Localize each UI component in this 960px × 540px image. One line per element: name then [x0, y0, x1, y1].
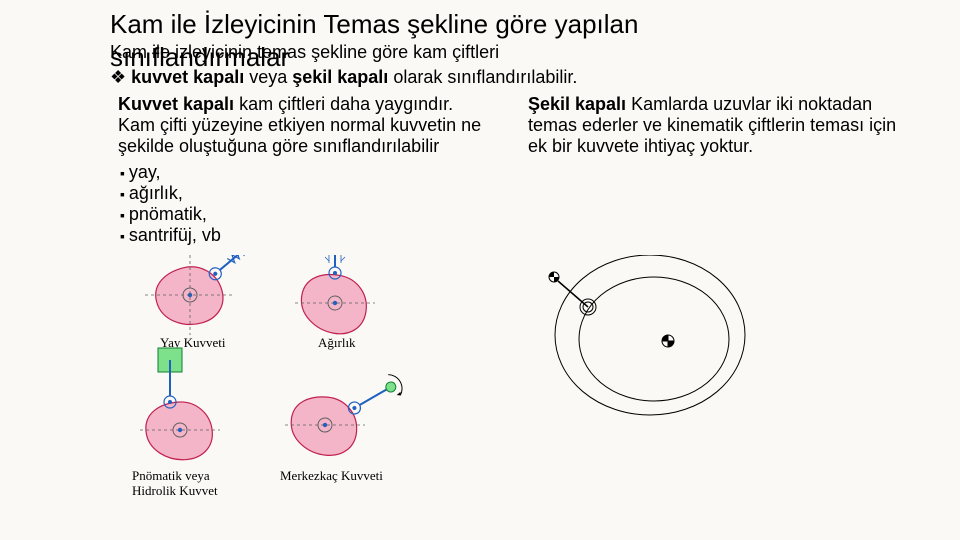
- right-p-bold: Şekil kapalı: [528, 94, 626, 114]
- left-p1: Kuvvet kapalı kam çiftleri daha yaygındı…: [118, 94, 498, 115]
- slide: Kam ile İzleyicinin Temas şekline göre y…: [0, 0, 960, 540]
- left-p1-bold: Kuvvet kapalı: [118, 94, 234, 114]
- diagram-svg: Yay Kuvveti W Ağırlık: [130, 255, 830, 540]
- list-item: pnömatik,: [120, 204, 498, 225]
- list-item: santrifüj, vb: [120, 225, 498, 246]
- diagram-form-closed: [549, 255, 745, 415]
- diagram-yay: [145, 255, 259, 335]
- square-list: yay, ağırlık, pnömatik, santrifüj, vb: [118, 162, 498, 247]
- diagrams-area: Yay Kuvveti W Ağırlık: [130, 255, 830, 535]
- diagram-merkezkac: [285, 371, 406, 457]
- left-p1-rest: kam çiftleri daha yaygındır.: [234, 94, 453, 114]
- diagram-agirlik: W: [295, 255, 375, 338]
- columns: Kuvvet kapalı kam çiftleri daha yaygındı…: [118, 94, 960, 247]
- diagram-pnomatik: [140, 348, 220, 463]
- column-right: Şekil kapalı Kamlarda uzuvlar iki noktad…: [528, 94, 898, 247]
- page-title: Kam ile İzleyicinin Temas şekline göre y…: [110, 10, 960, 40]
- right-p: Şekil kapalı Kamlarda uzuvlar iki noktad…: [528, 94, 898, 158]
- column-left: Kuvvet kapalı kam çiftleri daha yaygındı…: [118, 94, 498, 247]
- left-p2: Kam çifti yüzeyine etkiyen normal kuvvet…: [118, 115, 498, 157]
- caption-merkezkac: Merkezkaç Kuvveti: [280, 468, 383, 483]
- caption-agirlik: Ağırlık: [318, 335, 356, 350]
- list-item: ağırlık,: [120, 183, 498, 204]
- bullet-txt-tail: olarak sınıflandırılabilir.: [388, 67, 577, 87]
- list-item: yay,: [120, 162, 498, 183]
- caption-pnomatik-1: Pnömatik veya: [132, 468, 210, 483]
- title-overlap: sınıflandırmalar: [110, 42, 289, 73]
- bullet-bold-2: şekil kapalı: [292, 67, 388, 87]
- caption-pnomatik-2: Hidrolik Kuvvet: [132, 483, 218, 498]
